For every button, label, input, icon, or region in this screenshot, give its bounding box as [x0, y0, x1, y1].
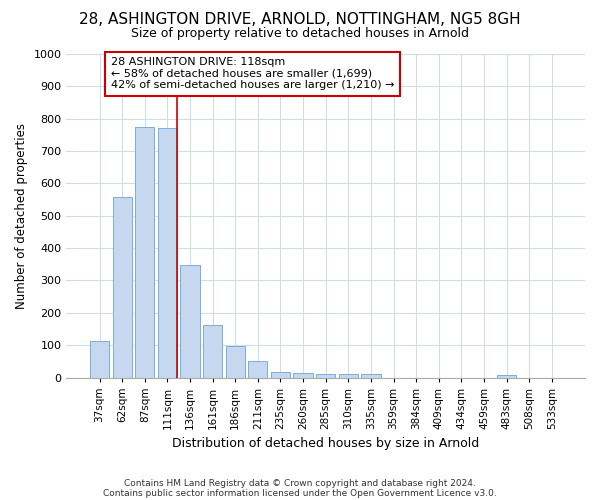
Bar — [226, 346, 245, 378]
Bar — [339, 374, 358, 378]
Bar — [271, 372, 290, 378]
Bar — [293, 374, 313, 378]
Y-axis label: Number of detached properties: Number of detached properties — [15, 123, 28, 309]
Bar — [181, 265, 200, 378]
Text: 28 ASHINGTON DRIVE: 118sqm
← 58% of detached houses are smaller (1,699)
42% of s: 28 ASHINGTON DRIVE: 118sqm ← 58% of deta… — [111, 57, 394, 90]
Bar — [135, 127, 154, 378]
Bar — [113, 197, 132, 378]
Bar — [248, 360, 268, 378]
Text: 28, ASHINGTON DRIVE, ARNOLD, NOTTINGHAM, NG5 8GH: 28, ASHINGTON DRIVE, ARNOLD, NOTTINGHAM,… — [79, 12, 521, 28]
Bar — [203, 325, 222, 378]
X-axis label: Distribution of detached houses by size in Arnold: Distribution of detached houses by size … — [172, 437, 479, 450]
Bar — [497, 374, 516, 378]
Bar — [361, 374, 380, 378]
Text: Size of property relative to detached houses in Arnold: Size of property relative to detached ho… — [131, 28, 469, 40]
Text: Contains HM Land Registry data © Crown copyright and database right 2024.: Contains HM Land Registry data © Crown c… — [124, 478, 476, 488]
Bar — [90, 342, 109, 378]
Text: Contains public sector information licensed under the Open Government Licence v3: Contains public sector information licen… — [103, 488, 497, 498]
Bar — [316, 374, 335, 378]
Bar — [158, 128, 177, 378]
